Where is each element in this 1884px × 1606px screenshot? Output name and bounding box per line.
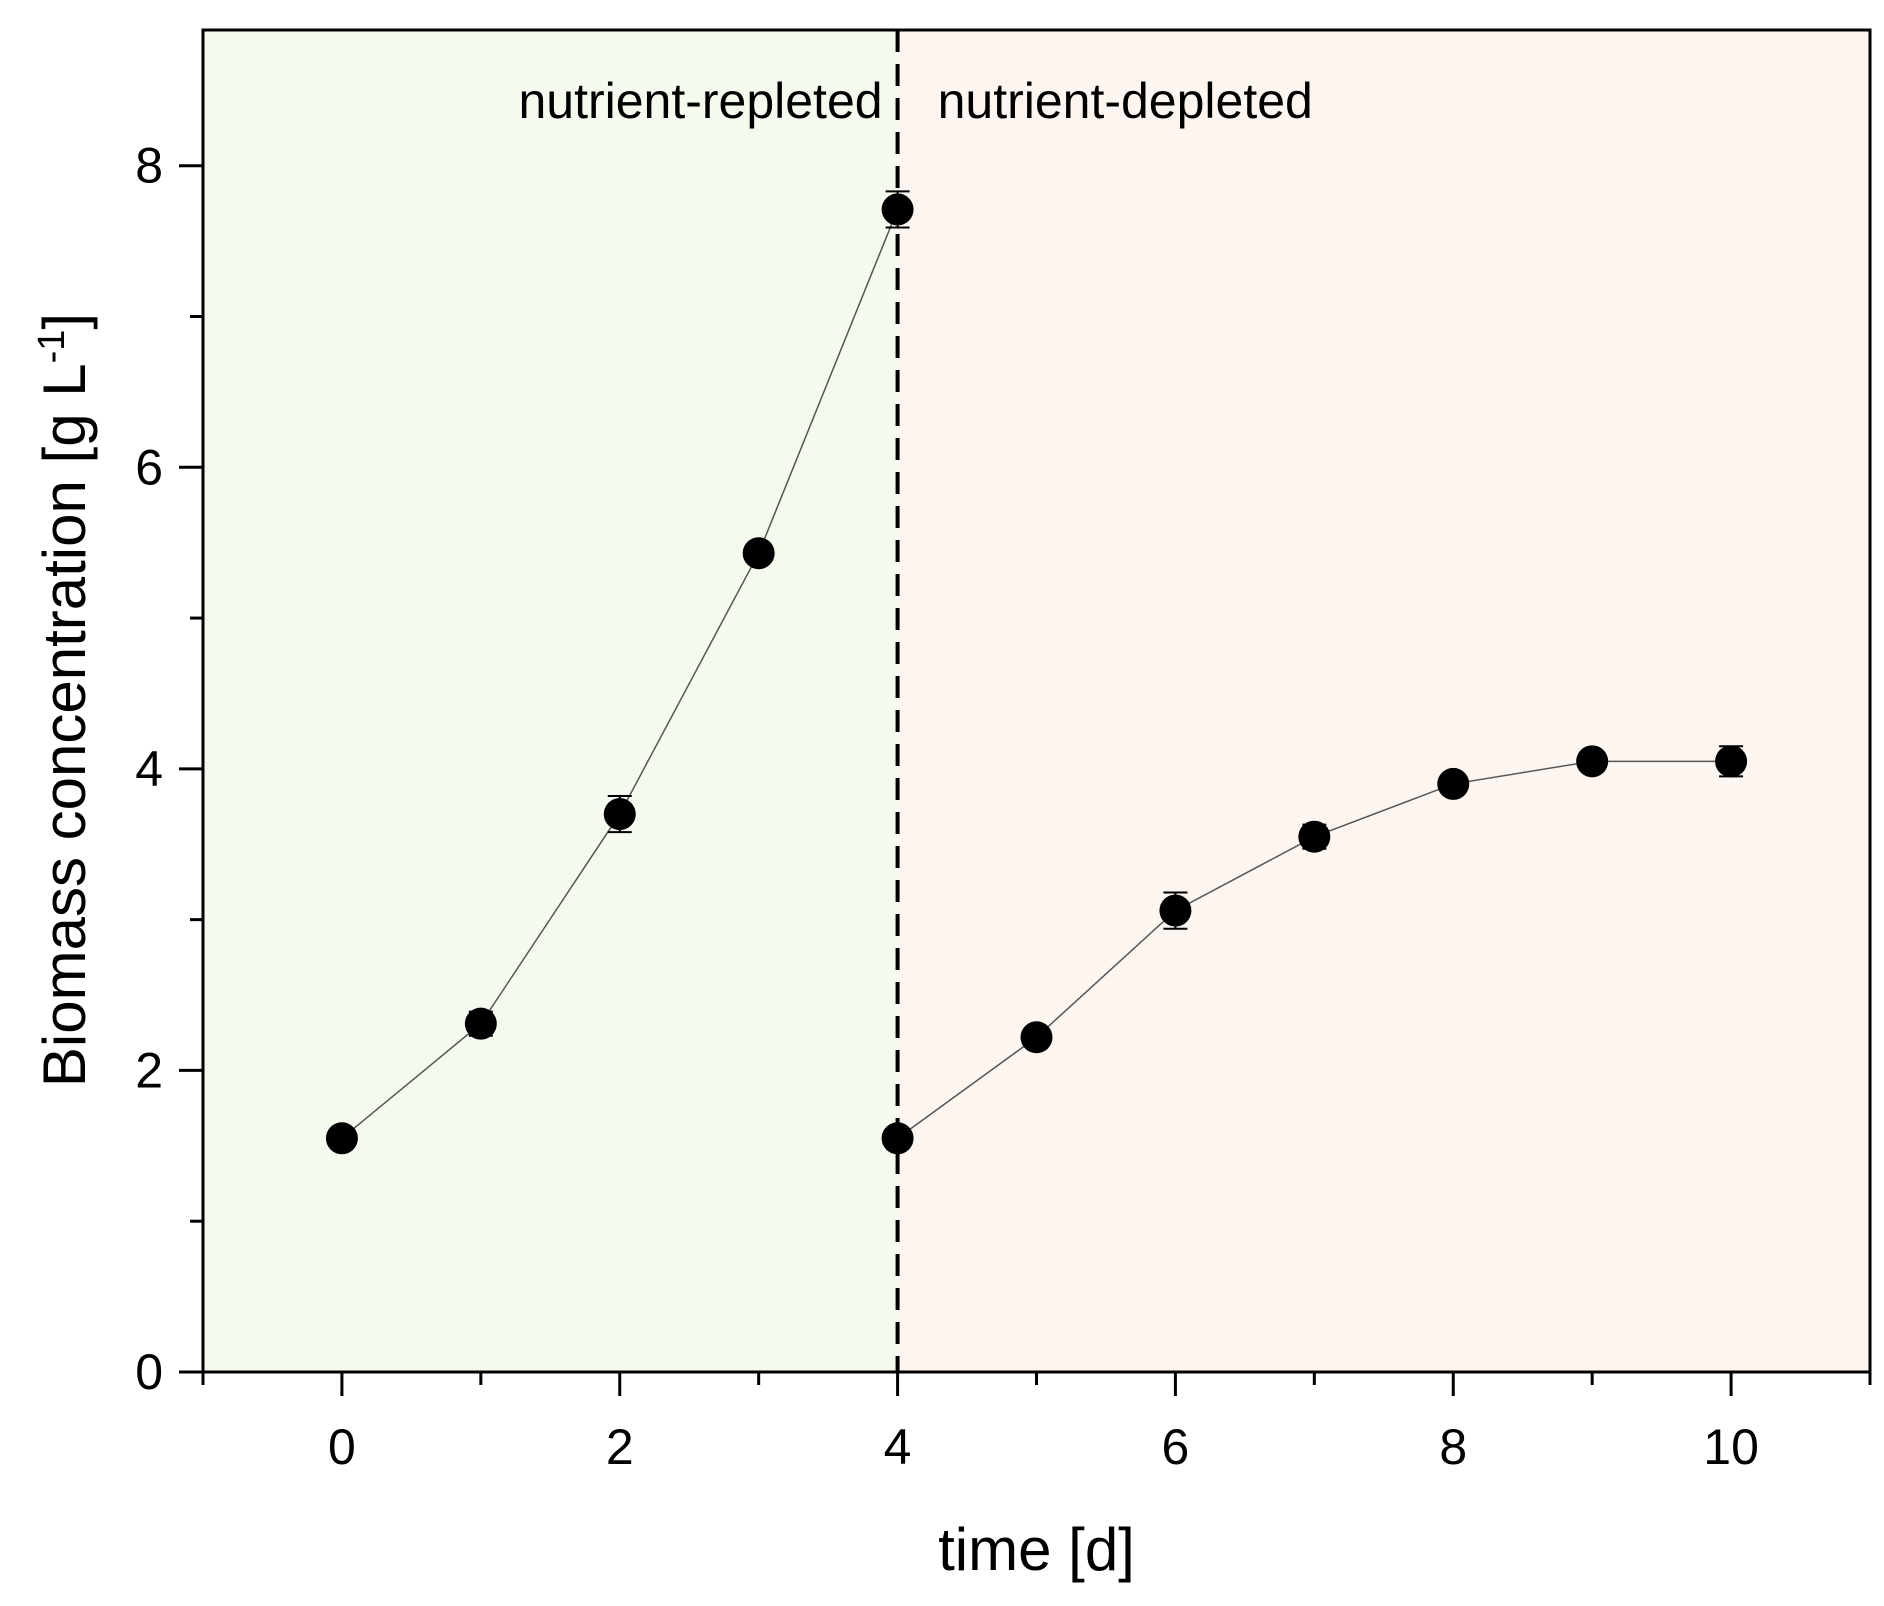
data-point	[603, 798, 636, 831]
region-nutrient-repleted	[203, 30, 898, 1372]
y-axis-title-close: ]	[31, 313, 98, 330]
data-point	[881, 193, 914, 226]
y-tick-label: 2	[135, 1042, 163, 1098]
data-point	[1020, 1021, 1053, 1054]
data-point	[1576, 745, 1609, 778]
y-tick-label: 6	[135, 439, 163, 495]
x-axis-ticks: 0 2 4 6 8 10	[201, 1372, 1872, 1475]
data-point	[1715, 745, 1748, 778]
x-tick-label: 6	[1162, 1419, 1190, 1475]
region-labels: nutrient-repleted nutrient-depleted	[518, 73, 1312, 129]
data-point	[464, 1007, 497, 1040]
x-tick-label: 10	[1703, 1419, 1759, 1475]
y-axis-title-superscript: -1	[31, 330, 73, 364]
y-tick-label: 0	[135, 1344, 163, 1400]
background-regions	[203, 30, 1870, 1372]
data-point	[1298, 820, 1331, 853]
data-point	[325, 1122, 358, 1155]
y-tick-label: 8	[135, 138, 163, 194]
y-axis-title: Biomass concentration [g L-1]	[31, 313, 98, 1087]
y-tick-label: 4	[135, 741, 163, 797]
data-point	[742, 537, 775, 570]
data-point	[1159, 894, 1192, 927]
x-axis-title: time [d]	[938, 1516, 1135, 1583]
region-label-nutrient-depleted: nutrient-depleted	[938, 73, 1313, 129]
x-tick-label: 0	[328, 1419, 356, 1475]
y-axis-ticks: 0 2 4 6 8	[135, 138, 203, 1400]
x-tick-label: 4	[884, 1419, 912, 1475]
x-tick-label: 8	[1439, 1419, 1467, 1475]
data-point	[1437, 767, 1470, 800]
data-point	[881, 1122, 914, 1155]
region-label-nutrient-repleted: nutrient-repleted	[518, 73, 882, 129]
data-points	[325, 193, 1748, 1155]
region-nutrient-depleted	[897, 30, 1870, 1372]
x-tick-label: 2	[606, 1419, 634, 1475]
y-axis-title-main: Biomass concentration [g L	[31, 363, 98, 1087]
